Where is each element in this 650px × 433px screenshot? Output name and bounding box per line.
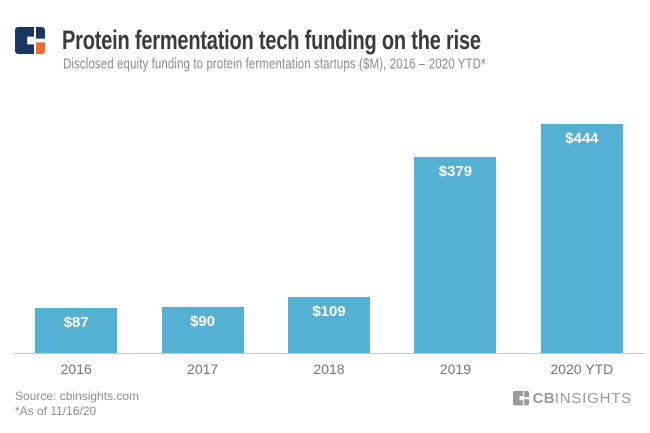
x-axis-label: 2019 <box>439 361 471 377</box>
chart-title: Protein fermentation tech funding on the… <box>62 26 481 56</box>
footer: Source: cbinsights.com *As of 11/16/20 C… <box>15 389 632 419</box>
x-axis-label: 2017 <box>187 361 219 377</box>
bar-column: $379 <box>392 114 518 353</box>
logo-c-block <box>15 27 34 54</box>
bar-chart: $87 $90 $109 $379 $444 2016 2017 2018 2019 2020 … <box>13 114 645 377</box>
bar-value-label: $444 <box>565 130 599 147</box>
wordmark-cb: CB <box>532 390 555 407</box>
source-block: Source: cbinsights.com *As of 11/16/20 <box>15 389 139 419</box>
logo-top-right-block <box>36 27 45 39</box>
bar-2017: $90 <box>161 307 244 353</box>
x-axis-label: 2020 YTD <box>550 361 614 377</box>
bar-value-label: $109 <box>312 303 346 320</box>
source-text: Source: cbinsights.com <box>15 389 140 403</box>
x-axis-label: 2018 <box>313 361 345 377</box>
logo-bottom-right-block <box>36 42 45 54</box>
bar-column: $444 <box>519 114 645 353</box>
bar-column: $109 <box>266 114 392 353</box>
x-axis-label: 2016 <box>60 361 92 377</box>
chart-subtitle: Disclosed equity funding to protein ferm… <box>63 57 486 73</box>
x-axis: 2016 2017 2018 2019 2020 YTD <box>13 361 645 377</box>
bar-value-label: $379 <box>438 163 473 180</box>
bar-2018: $109 <box>288 297 371 353</box>
bar-2016: $87 <box>35 308 118 353</box>
bar-2020-ytd: $444 <box>540 124 623 353</box>
plot-area: $87 $90 $109 $379 $444 <box>13 114 645 354</box>
cbinsights-wordmark: CB INSIGHTS <box>512 390 632 407</box>
bar-column: $90 <box>139 114 265 353</box>
bar-2019: $379 <box>414 157 497 353</box>
footnote-text: *As of 11/16/20 <box>15 404 97 418</box>
bar-value-label: $90 <box>190 313 216 330</box>
bar-column: $87 <box>13 114 139 353</box>
cbinsights-logo-icon <box>15 27 45 54</box>
wordmark-insights: INSIGHTS <box>554 390 632 407</box>
cbinsights-logo-gray-icon <box>512 391 529 406</box>
bar-value-label: $87 <box>63 314 89 331</box>
